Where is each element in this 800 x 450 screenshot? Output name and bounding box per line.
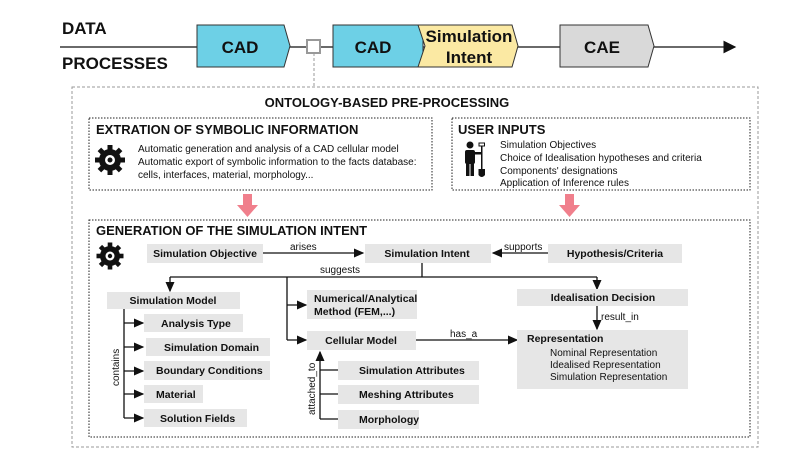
- node-simulation-domain: [146, 338, 270, 356]
- node-label: Simulation Objective: [153, 248, 257, 260]
- node-label: Meshing Attributes: [359, 389, 454, 401]
- ontology-title: ONTOLOGY-BASED PRE-PROCESSING: [265, 95, 510, 110]
- cae-stage-label: CAE: [584, 38, 620, 57]
- simulation-intent-label-2: Intent: [446, 48, 493, 67]
- node-analysis-type: [144, 314, 243, 332]
- gear-icon: [96, 242, 124, 270]
- node-simulation-intent: [365, 244, 491, 263]
- node-idealisation-decision: [517, 289, 688, 306]
- node-label: Solution Fields: [160, 413, 235, 425]
- node-cellular-model: [307, 331, 416, 350]
- node-label: Simulation Model: [130, 295, 217, 307]
- pre-processing-marker: [306, 39, 321, 54]
- cellular-children: Simulation Attributes Meshing Attributes…: [320, 361, 479, 429]
- relation-label: supports: [504, 242, 542, 253]
- relation-label: has_a: [450, 329, 478, 340]
- connector-suggests: [170, 263, 597, 278]
- node-label: Method (FEM,...): [314, 306, 395, 318]
- relation-label: attached_to: [307, 362, 318, 415]
- user-input-line: Choice of Idealisation hypotheses and cr…: [500, 153, 702, 164]
- extraction-panel: [88, 117, 433, 191]
- node-label: Boundary Conditions: [156, 365, 263, 377]
- representation-item: Idealised Representation: [550, 360, 661, 371]
- node-material: [144, 385, 203, 403]
- flow-arrow-down-icon: [559, 194, 580, 217]
- node-numerical-method: [307, 290, 417, 319]
- extraction-line: Automatic generation and analysis of a C…: [138, 144, 399, 155]
- generation-title: GENERATION OF THE SIMULATION INTENT: [96, 223, 367, 238]
- node-label: Simulation Attributes: [359, 365, 465, 377]
- generation-panel: [88, 219, 751, 438]
- node-label: Idealisation Decision: [551, 292, 655, 304]
- node-label: Simulation Domain: [164, 342, 259, 354]
- person-with-shovel-icon: [465, 141, 485, 177]
- user-input-line: Simulation Objectives: [500, 140, 596, 151]
- cae-stage: [559, 24, 655, 68]
- cad-stage-2-label: CAD: [355, 38, 392, 57]
- node-meshing-attributes: [338, 385, 479, 404]
- node-label: Numerical/Analytical: [314, 293, 417, 305]
- node-morphology: [338, 410, 419, 429]
- extraction-title: EXTRATION OF SYMBOLIC INFORMATION: [96, 122, 358, 137]
- gear-icon: [95, 145, 125, 175]
- node-solution-fields: [144, 409, 247, 427]
- cad-stage-1-label: CAD: [222, 38, 259, 57]
- node-label: Morphology: [359, 414, 419, 426]
- user-inputs-panel: [451, 117, 751, 191]
- node-simulation-model: [107, 292, 240, 309]
- model-children: Analysis Type Simulation Domain Boundary…: [124, 314, 270, 427]
- node-label: Hypothesis/Criteria: [567, 248, 663, 260]
- simulation-intent-label-1: Simulation: [426, 27, 513, 46]
- user-input-line: Components' designations: [500, 166, 618, 177]
- flow-arrow-down-icon: [237, 194, 258, 217]
- processes-label: PROCESSES: [62, 54, 168, 73]
- representation-item: Nominal Representation: [550, 348, 657, 359]
- node-label: Representation: [527, 333, 603, 345]
- cad-stage-2: [332, 24, 424, 68]
- extraction-line: Automatic export of symbolic information…: [138, 157, 416, 168]
- simulation-intent-stage: [417, 24, 519, 68]
- node-label: Simulation Intent: [384, 248, 470, 260]
- node-label: Cellular Model: [325, 335, 397, 347]
- representation-item: Simulation Representation: [550, 372, 667, 383]
- ontology-panel: [71, 86, 759, 448]
- node-boundary-conditions: [144, 361, 270, 380]
- node-label: Analysis Type: [161, 318, 231, 330]
- relation-label: suggests: [320, 265, 360, 276]
- node-simulation-attributes: [338, 361, 479, 380]
- user-inputs-title: USER INPUTS: [458, 122, 546, 137]
- user-input-line: Application of Inference rules: [500, 178, 629, 189]
- node-hypothesis-criteria: [548, 244, 682, 263]
- relation-label: result_in: [601, 312, 639, 323]
- relation-label: contains: [111, 349, 122, 386]
- node-simulation-objective: [147, 244, 263, 263]
- node-label: Material: [156, 389, 196, 401]
- node-representation: [517, 330, 688, 389]
- cad-stage-1: [196, 24, 291, 68]
- data-label: DATA: [62, 19, 107, 38]
- extraction-line: cells, interfaces, material, morphology.…: [138, 170, 313, 181]
- relation-label: arises: [290, 242, 317, 253]
